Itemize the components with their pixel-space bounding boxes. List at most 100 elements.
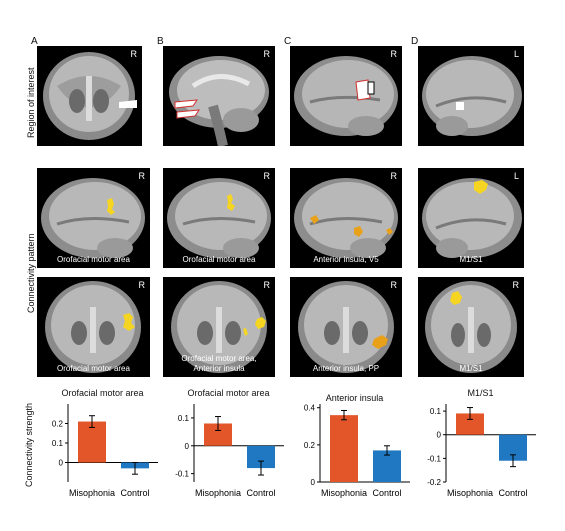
tile-caption: Orofacial motor area xyxy=(57,255,130,264)
activation-cluster xyxy=(450,291,462,305)
activation-cluster xyxy=(310,215,319,224)
bar-misophonia xyxy=(456,413,484,435)
activation-cluster xyxy=(123,313,135,331)
bar-chart-plot: 0.1 0 -0.1 Misophonia Control xyxy=(175,404,284,498)
y-tick-label: 0.4 xyxy=(304,404,316,413)
panel-label-c: C xyxy=(284,36,292,47)
tile-caption: Anterior insula, PP xyxy=(312,364,380,373)
bar-chart-a: Orofacial motor area 0.2 0.1 0 Misophonia Co… xyxy=(40,386,165,511)
tile-caption: M1/S1 xyxy=(459,255,483,264)
activation-cluster xyxy=(386,228,393,235)
brain-tile-conn-coronal-a: R Orofacial motor area xyxy=(37,277,150,377)
brain-tile-conn-coronal-b: R Orofacial motor area, Anterior insula xyxy=(163,277,275,377)
activation-cluster xyxy=(227,194,235,211)
y-tick-label: 0 xyxy=(59,459,64,468)
sagittal-brain-image xyxy=(294,56,398,136)
y-tick-label: 0.2 xyxy=(52,420,64,429)
y-tick-label: 0 xyxy=(437,431,442,440)
brain-tile-roi-a: R xyxy=(37,46,142,146)
coronal-brain-image xyxy=(425,281,517,373)
brain-tile-conn-coronal-d: R M1/S1 xyxy=(418,277,524,377)
brain-tile-conn-c: R Anterior insula, V5 xyxy=(290,168,402,268)
tile-caption: Orofacial motor area xyxy=(182,255,256,264)
activation-cluster xyxy=(354,226,363,237)
row-label-roi: Region of interest xyxy=(26,67,36,138)
brain-tile-roi-d: L xyxy=(418,46,524,146)
category-label: Misophonia xyxy=(321,488,367,498)
activation-cluster xyxy=(243,328,248,336)
panel-label-d: D xyxy=(411,36,419,47)
category-label: Misophonia xyxy=(195,488,241,498)
tile-caption: Anterior insula, V5 xyxy=(313,255,379,264)
tile-caption: M1/S1 xyxy=(459,364,483,373)
brain-tile-roi-b: R xyxy=(163,46,275,146)
sagittal-brain-image xyxy=(169,56,269,146)
bar-chart-plot: 0.1 0 -0.1 -0.2 Misophonia Control xyxy=(427,404,536,498)
bar-chart-b: Orofacial motor area 0.1 0 -0.1 Misophonia C… xyxy=(166,386,291,511)
brain-tile-conn-b: R Orofacial motor area xyxy=(163,168,275,268)
category-label: Control xyxy=(372,488,401,498)
bar-misophonia xyxy=(204,423,232,446)
tile-caption: Orofacial motor area, Anterior insula xyxy=(163,354,275,374)
tile-caption-line-2: Anterior insula xyxy=(193,364,245,373)
category-label: Misophonia xyxy=(447,488,493,498)
y-tick-label: 0 xyxy=(185,442,190,451)
row-label-connectivity: Connectivity pattern xyxy=(26,233,36,313)
brain-tile-conn-d: L M1/S1 xyxy=(418,168,524,268)
brain-tile-roi-c: R xyxy=(290,46,402,146)
bar-chart-plot: 0.2 0.1 0 Misophonia Control xyxy=(52,404,158,498)
bar-chart-plot: 0.4 0.2 0 Misophonia Control xyxy=(304,404,410,498)
chart-title: M1/S1 xyxy=(467,388,494,398)
chart-title: Orofacial motor area xyxy=(187,388,270,398)
y-tick-label: 0.1 xyxy=(430,407,442,416)
orientation-label: R xyxy=(263,280,271,290)
bar-control xyxy=(247,445,275,469)
category-label: Control xyxy=(120,488,149,498)
orientation-label: R xyxy=(263,49,271,59)
sagittal-brain-image xyxy=(422,178,522,258)
y-tick-label: -0.1 xyxy=(175,470,189,479)
y-tick-label: -0.2 xyxy=(427,478,441,487)
orientation-label: R xyxy=(138,280,146,290)
brain-tile-conn-a: R Orofacial motor area xyxy=(37,168,150,268)
y-axis-label: Connectivity strength xyxy=(24,402,34,487)
y-tick-label: -0.1 xyxy=(427,454,441,463)
activation-cluster xyxy=(107,198,115,215)
orientation-label: R xyxy=(263,171,271,181)
orientation-label: R xyxy=(390,280,398,290)
category-label: Control xyxy=(246,488,275,498)
bar-chart-c: Anterior insula 0.4 0.2 0 Misophonia Control xyxy=(292,386,417,511)
sagittal-brain-image xyxy=(167,178,271,258)
bar-control xyxy=(373,450,401,482)
sagittal-brain-image xyxy=(41,178,145,258)
orientation-label: R xyxy=(138,171,146,181)
activation-cluster xyxy=(474,180,488,194)
orientation-label: L xyxy=(513,171,519,181)
orientation-label: R xyxy=(390,49,398,59)
y-tick-label: 0 xyxy=(311,478,316,487)
bar-chart-d: M1/S1 0.1 0 -0.1 -0.2 Misophonia Control xyxy=(418,386,543,511)
panel-label-b: B xyxy=(157,36,164,47)
sagittal-brain-image xyxy=(422,56,522,136)
orientation-label: R xyxy=(390,171,398,181)
chart-title: Anterior insula xyxy=(325,393,384,403)
orientation-label: L xyxy=(513,49,519,59)
category-label: Misophonia xyxy=(69,488,115,498)
sagittal-brain-image xyxy=(294,178,398,258)
tile-caption: Orofacial motor area xyxy=(57,364,130,373)
category-label: Control xyxy=(498,488,527,498)
y-tick-label: 0.2 xyxy=(304,441,316,450)
activation-cluster xyxy=(372,335,388,349)
orientation-label: R xyxy=(512,280,520,290)
panel-label-a: A xyxy=(31,36,38,47)
coronal-brain-image xyxy=(298,281,394,373)
chart-title: Orofacial motor area xyxy=(61,388,144,398)
coronal-brain-image xyxy=(171,281,267,373)
brain-tile-conn-coronal-c: R Anterior insula, PP xyxy=(290,277,402,377)
tile-caption-line-1: Orofacial motor area, xyxy=(181,354,257,363)
bar-misophonia xyxy=(330,415,358,482)
coronal-brain-image xyxy=(43,52,137,140)
bar-misophonia xyxy=(78,421,106,463)
y-tick-label: 0.1 xyxy=(52,439,64,448)
y-tick-label: 0.1 xyxy=(178,414,190,423)
